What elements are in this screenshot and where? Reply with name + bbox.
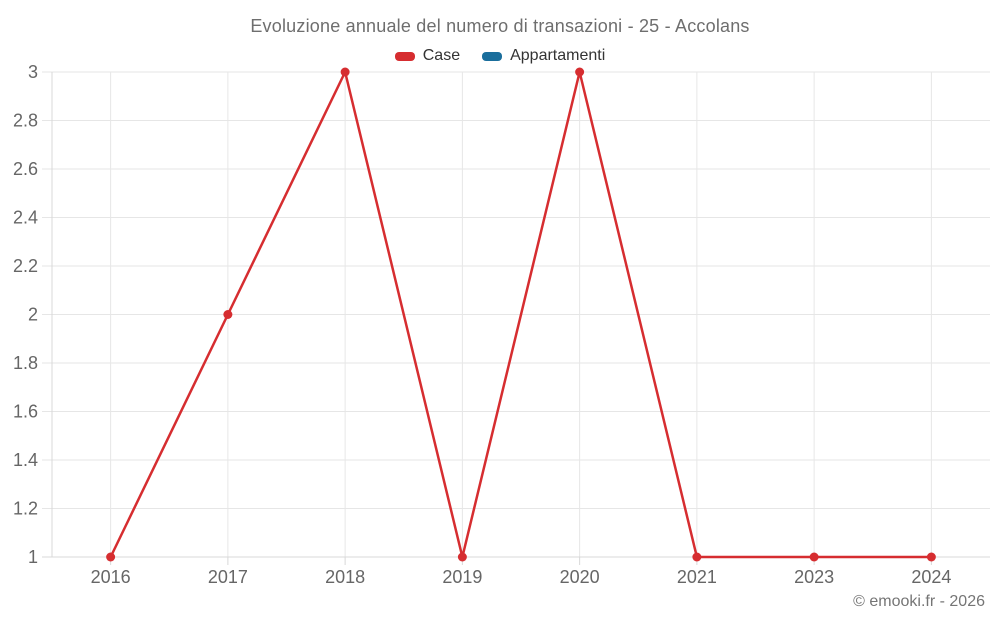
data-point-case-2017[interactable] [223, 310, 233, 319]
y-axis-label: 2.8 [13, 111, 38, 131]
legend-label: Case [422, 47, 461, 64]
y-axis-label: 1.4 [13, 450, 38, 470]
y-axis-label: 1.8 [13, 353, 38, 373]
data-point-case-2018[interactable] [340, 67, 350, 77]
data-point-case-2016[interactable] [106, 552, 116, 562]
y-axis-label: 1.2 [13, 499, 38, 519]
data-point-case-2024[interactable] [926, 552, 936, 562]
legend-item-case[interactable]: Case [394, 47, 461, 65]
legend-swatch-icon [394, 51, 415, 61]
x-axis-label: 2019 [442, 567, 482, 587]
data-point-case-2023[interactable] [809, 552, 819, 562]
series-line-case [109, 70, 933, 559]
x-axis-label: 2021 [677, 567, 717, 587]
chart-title: Evoluzione annuale del numero di transaz… [250, 16, 750, 36]
y-axis-label: 3 [28, 62, 38, 82]
data-point-case-2021[interactable] [692, 552, 702, 562]
y-axis-label: 2.6 [13, 159, 38, 179]
legend-swatch-icon [482, 51, 503, 61]
legend-label: Appartamenti [510, 47, 606, 64]
y-axis-label: 2 [28, 305, 38, 325]
legend-item-appartamenti[interactable]: Appartamenti [482, 47, 605, 65]
data-point-case-2020[interactable] [575, 67, 585, 77]
x-axis-label: 2016 [91, 567, 131, 587]
x-axis-label: 2020 [560, 567, 600, 587]
x-axis-label: 2024 [911, 567, 951, 587]
y-axis-label: 1 [28, 547, 38, 567]
legend: Case Appartamenti [0, 47, 1000, 65]
y-axis-label: 2.4 [13, 208, 38, 228]
data-point-case-2019[interactable] [457, 552, 467, 562]
x-axis-label: 2018 [325, 567, 365, 587]
y-axis-label: 1.6 [13, 402, 38, 422]
x-axis-label: 2017 [208, 567, 248, 587]
watermark-credit[interactable]: © emooki.fr - 2026 [853, 593, 985, 610]
x-axis-label: 2023 [794, 567, 834, 587]
y-axis-label: 2.2 [13, 256, 38, 276]
